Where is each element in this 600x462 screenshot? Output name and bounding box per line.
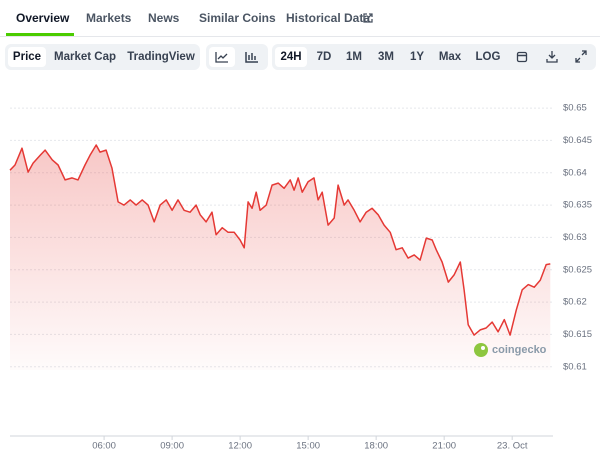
- range-button[interactable]: 24H: [275, 47, 307, 67]
- x-tick-label: 09:00: [160, 441, 184, 452]
- y-tick-label: $0.63: [563, 232, 587, 243]
- range-button[interactable]: Max: [438, 51, 462, 63]
- y-tick-label: $0.65: [563, 103, 587, 114]
- watermark: coingecko: [474, 343, 547, 357]
- active-tab-indicator: [6, 33, 74, 36]
- x-tick-label: 12:00: [228, 441, 252, 452]
- download-button[interactable]: [540, 47, 564, 67]
- x-tick-label: 18:00: [364, 441, 388, 452]
- range-button[interactable]: 7D: [316, 51, 332, 63]
- x-tick-label: 06:00: [92, 441, 116, 452]
- price-line: [9, 144, 551, 336]
- tab[interactable]: News: [148, 11, 180, 25]
- view-button[interactable]: Market Cap: [54, 51, 116, 63]
- area: [10, 145, 551, 370]
- y-tick-label: $0.61: [563, 361, 587, 372]
- y-tick-label: $0.645: [563, 135, 592, 146]
- range-button[interactable]: 1Y: [409, 51, 425, 63]
- view-button[interactable]: Price: [8, 47, 46, 67]
- y-tick-label: $0.635: [563, 200, 592, 211]
- range-button[interactable]: 3M: [378, 51, 394, 63]
- y-tick-label: $0.615: [563, 329, 592, 340]
- tab[interactable]: Overview: [16, 11, 70, 25]
- external-link-icon: [363, 13, 373, 23]
- y-tick-label: $0.64: [563, 167, 587, 178]
- y-tick-label: $0.62: [563, 297, 587, 308]
- view-button[interactable]: TradingView: [127, 51, 195, 63]
- candle-chart-button[interactable]: [239, 47, 265, 67]
- range-group: [272, 44, 596, 70]
- watermark-text: coingecko: [492, 344, 547, 356]
- range-button[interactable]: 1M: [346, 51, 362, 63]
- tab[interactable]: Markets: [86, 11, 132, 25]
- line-chart-button[interactable]: [209, 47, 235, 67]
- x-tick-label: 21:00: [432, 441, 456, 452]
- tab-bar: Overview Markets News Similar Coins Hist…: [0, 0, 600, 37]
- x-tick-label: 15:00: [296, 441, 320, 452]
- tab[interactable]: Historical Data: [286, 11, 371, 25]
- tab[interactable]: Similar Coins: [199, 11, 276, 25]
- x-tick-label: 23. Oct: [497, 441, 528, 452]
- y-tick-label: $0.625: [563, 264, 592, 275]
- log-button[interactable]: LOG: [475, 51, 501, 63]
- fullscreen-button[interactable]: [569, 47, 593, 67]
- calendar-button[interactable]: [510, 47, 534, 67]
